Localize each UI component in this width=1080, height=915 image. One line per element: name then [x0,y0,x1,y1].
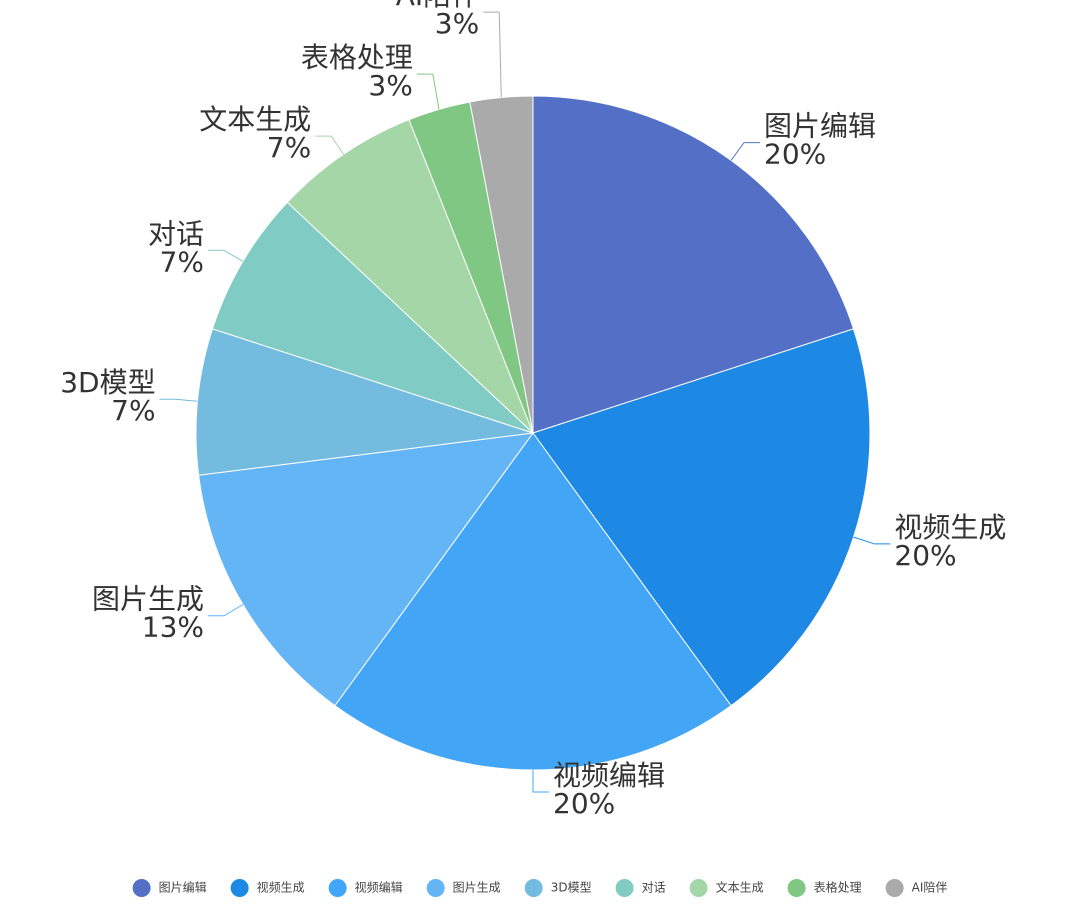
legend-label: 表格处理 [814,880,862,895]
legend-marker [615,879,634,897]
slice-label: 对话 [148,217,204,250]
legend-label: 图片生成 [453,881,501,895]
slice-label: 视频编辑 [553,759,665,792]
legend-marker [689,879,708,897]
legend: 图片编辑 视频生成 视频编辑 图片生成 3D模型 对话 文本生成 表格处理 AI陪伴 [132,879,948,897]
slice-label: AI陪伴 [396,0,479,12]
slice-label: 视频生成 [894,511,1006,544]
pie-slice [286,119,534,434]
slice-label: 图片编辑 [764,110,876,143]
legend-marker [230,879,249,897]
slice-value-label: 7% [111,394,155,427]
slice-label: 3D模型 [60,366,155,399]
slice-value-label: 7% [160,245,204,278]
legend-marker [885,879,904,897]
slice-label: 图片生成 [92,583,204,616]
leader-line [416,73,440,110]
legend-marker [132,879,151,897]
legend-marker [787,879,806,897]
slice-value-label: 3% [368,69,412,102]
leader-line [207,604,244,617]
slice-value-label: 20% [894,539,956,572]
legend-marker [328,879,347,897]
slice-value-label: 20% [764,138,826,171]
leader-line [207,249,244,262]
legend-label: 3D模型 [551,881,592,895]
legend-marker [426,879,445,897]
slice-value-label: 20% [553,787,615,820]
pie-slice [211,201,534,434]
slice-value-label: 13% [142,611,204,644]
legend-label: 视频生成 [257,880,305,895]
legend-marker [524,879,543,897]
leader-line [853,536,891,545]
leader-line [315,135,344,155]
legend-label: 图片编辑 [159,880,207,895]
leader-line [159,398,198,402]
pie-slice [469,95,534,434]
legend-label: AI陪伴 [912,880,948,895]
leader-line [532,770,549,793]
slice-value-label: 3% [435,7,479,40]
legend-label: 对话 [642,881,666,895]
leader-line [730,142,761,161]
leader-line [483,11,502,98]
slice-label: 表格处理 [301,41,413,74]
legend-label: 视频编辑 [355,880,403,895]
slice-value-label: 7% [267,131,311,164]
legend-label: 文本生成 [716,880,764,895]
slice-label: 文本生成 [199,103,311,136]
